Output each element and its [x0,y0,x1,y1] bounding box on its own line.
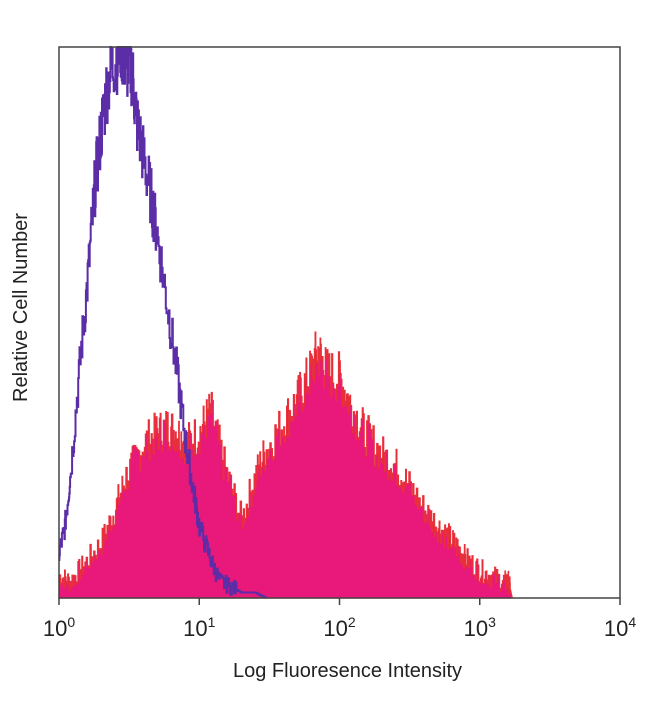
x-tick-label: 100 [43,614,75,641]
series-outline-histogram [58,46,268,599]
y-axis-label: Relative Cell Number [10,213,32,402]
x-ticks: 100 101 102 103 104 [43,598,636,641]
x-axis-label: Log Fluoresence Intensity [233,660,462,682]
x-tick-label: 101 [183,614,215,641]
x-tick-label: 103 [464,614,496,641]
series-layer [58,46,513,599]
x-tick-label: 102 [323,614,355,641]
x-tick-label: 104 [604,614,636,641]
series-filled-histogram [58,331,513,599]
